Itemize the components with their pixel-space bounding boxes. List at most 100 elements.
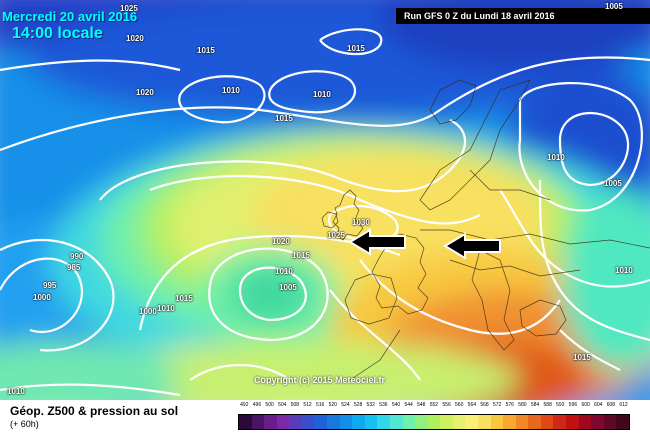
scale-label: 544 — [404, 402, 413, 408]
isobar-label: 995 — [43, 281, 57, 290]
scale-label: 564 — [467, 402, 477, 408]
isobar-label: 1010 — [275, 267, 293, 276]
scale-label: 588 — [543, 402, 552, 408]
scale-swatch — [314, 415, 328, 429]
valid-time: 14:00 locale — [12, 25, 103, 42]
scale-label: 548 — [417, 402, 426, 408]
isobar-label: 1010 — [222, 86, 240, 95]
scale-swatch — [364, 415, 378, 429]
isobar-label: 1010 — [157, 304, 175, 313]
isobar-label: 990 — [70, 252, 84, 261]
isobar-label: 1015 — [275, 114, 293, 123]
scale-swatch — [503, 415, 516, 429]
isobar-label: 1010 — [615, 266, 633, 275]
isobar-label: 1030 — [352, 218, 370, 227]
color-scale-bar — [238, 414, 630, 430]
isobar-label: 1020 — [126, 34, 144, 43]
scale-label: 572 — [492, 402, 502, 408]
scale-swatch — [352, 415, 365, 429]
isobar-label: 1010 — [547, 153, 565, 162]
scale-label: 584 — [530, 402, 540, 408]
scale-label: 512 — [303, 402, 312, 408]
isobar-label: 1020 — [136, 88, 154, 97]
color-scale-labels: 492 496 500 504 508 512 516 520 524 528 532 536 540 5… — [238, 402, 630, 412]
scale-label: 592 — [556, 402, 565, 408]
scale-label: 600 — [581, 402, 590, 408]
scale-swatch — [276, 415, 290, 429]
scale-swatch — [327, 415, 340, 429]
copyright-text: Copyright (c) 2015 Meteociel.fr — [254, 375, 386, 385]
product-title: Géop. Z500 & pression au sol — [10, 404, 179, 418]
scale-label: 524 — [341, 402, 350, 408]
scale-label: 612 — [619, 402, 628, 408]
wind-arrow-west — [348, 228, 406, 256]
scale-label: 576 — [505, 402, 514, 408]
isobar-label: 1005 — [605, 2, 623, 11]
geopotential-map — [0, 0, 650, 400]
scale-swatch — [415, 415, 428, 429]
wind-arrow-west-2 — [443, 232, 501, 260]
scale-swatch — [440, 415, 453, 429]
scale-swatch — [427, 415, 441, 429]
isobar-label: 1015 — [175, 294, 193, 303]
scale-swatch — [389, 415, 403, 429]
scale-swatch — [239, 415, 252, 429]
isobar-label: 985 — [67, 263, 81, 272]
scale-swatch — [402, 415, 416, 429]
scale-label: 580 — [518, 402, 527, 408]
isobar-label: 1015 — [573, 353, 591, 362]
scale-swatch — [477, 415, 491, 429]
isobar-label: 1010 — [7, 387, 25, 396]
isobar-label: 1000 — [139, 307, 157, 316]
scale-label: 520 — [328, 402, 337, 408]
scale-swatch — [377, 415, 390, 429]
scale-swatch — [264, 415, 277, 429]
scale-swatch — [339, 415, 353, 429]
scale-swatch — [528, 415, 541, 429]
isobar-label: 1025 — [327, 231, 345, 240]
scale-swatch — [578, 415, 592, 429]
scale-label: 560 — [455, 402, 464, 408]
isobar-label: 1005 — [279, 283, 297, 292]
scale-swatch — [540, 415, 554, 429]
isobar-label: 1015 — [197, 46, 215, 55]
scale-swatch — [452, 415, 466, 429]
scale-swatch — [301, 415, 315, 429]
legend-footer: Géop. Z500 & pression au sol (+ 60h) 492… — [0, 400, 650, 433]
model-run-label: Run GFS 0 Z du Lundi 18 avril 2016 — [396, 8, 650, 24]
scale-label: 540 — [391, 402, 401, 408]
scale-label: 604 — [594, 402, 603, 408]
isobar-label: 1015 — [292, 251, 310, 260]
scale-swatch — [515, 415, 529, 429]
scale-label: 552 — [429, 402, 439, 408]
scale-label: 516 — [315, 402, 325, 408]
scale-label: 496 — [252, 402, 262, 408]
scale-swatch — [566, 415, 579, 429]
isobar-label: 1020 — [272, 237, 290, 246]
isobar-label: 1025 — [120, 4, 138, 13]
scale-swatch — [553, 415, 567, 429]
scale-swatch — [616, 415, 629, 429]
scale-label: 608 — [606, 402, 616, 408]
isobar-label: 1000 — [33, 293, 51, 302]
scale-label: 528 — [353, 402, 363, 408]
scale-swatch — [289, 415, 302, 429]
isobar-label: 1015 — [347, 44, 365, 53]
scale-swatch — [465, 415, 478, 429]
scale-label: 568 — [480, 402, 489, 408]
scale-label: 508 — [290, 402, 300, 408]
isobar-label: 1010 — [313, 90, 331, 99]
scale-label: 532 — [366, 402, 375, 408]
isobar-label: 1005 — [604, 179, 622, 188]
scale-swatch — [251, 415, 265, 429]
forecast-lead-time: (+ 60h) — [10, 419, 39, 429]
scale-swatch — [490, 415, 504, 429]
scale-label: 500 — [265, 402, 274, 408]
scale-swatch — [591, 415, 604, 429]
scale-label: 556 — [442, 402, 451, 408]
scale-label: 596 — [568, 402, 578, 408]
scale-label: 504 — [278, 402, 287, 408]
scale-swatch — [603, 415, 617, 429]
valid-date: Mercredi 20 avril 2016 — [2, 9, 138, 24]
